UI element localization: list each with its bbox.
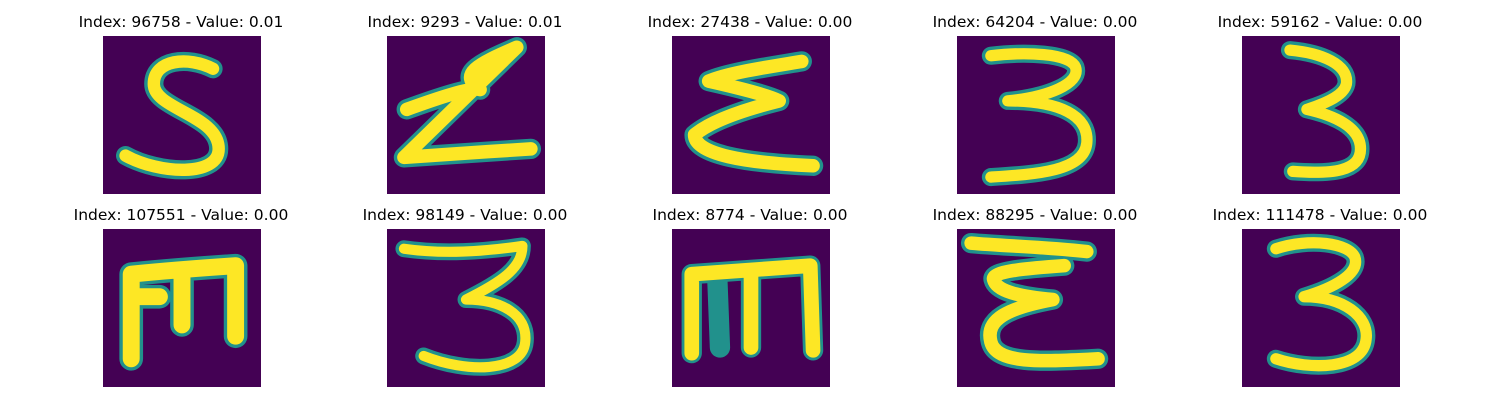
panel-title: Index: 64204 - Value: 0.00 — [932, 13, 1138, 31]
digit-image — [957, 36, 1115, 194]
panel-title: Index: 88295 - Value: 0.00 — [932, 206, 1138, 224]
glyph-e-image — [103, 229, 261, 387]
glyph-three-image — [1242, 229, 1400, 387]
digit-image — [103, 36, 261, 194]
glyph-sigma-image — [672, 36, 830, 194]
digit-image — [672, 36, 830, 194]
panel-title: Index: 59162 - Value: 0.00 — [1217, 13, 1423, 31]
panel-title: Index: 27438 - Value: 0.00 — [647, 13, 853, 31]
digit-image — [672, 229, 830, 387]
digit-image — [387, 36, 545, 194]
glyph-epsilon-image — [957, 229, 1115, 387]
panel-title: Index: 107551 - Value: 0.00 — [73, 206, 289, 224]
glyph-three-image — [957, 36, 1115, 194]
panel-title: Index: 9293 - Value: 0.01 — [367, 13, 563, 31]
glyph-three-image — [1242, 36, 1400, 194]
panel-title: Index: 111478 - Value: 0.00 — [1212, 206, 1428, 224]
glyph-three-image — [387, 229, 545, 387]
glyph-s-image — [103, 36, 261, 194]
glyph-z-image — [387, 36, 545, 194]
digit-image — [387, 229, 545, 387]
panel-title: Index: 8774 - Value: 0.00 — [652, 206, 848, 224]
digit-image — [1242, 229, 1400, 387]
panel-title: Index: 96758 - Value: 0.01 — [78, 13, 284, 31]
glyph-m-image — [672, 229, 830, 387]
panel-title: Index: 98149 - Value: 0.00 — [362, 206, 568, 224]
digit-image — [1242, 36, 1400, 194]
digit-image — [103, 229, 261, 387]
digit-image — [957, 229, 1115, 387]
